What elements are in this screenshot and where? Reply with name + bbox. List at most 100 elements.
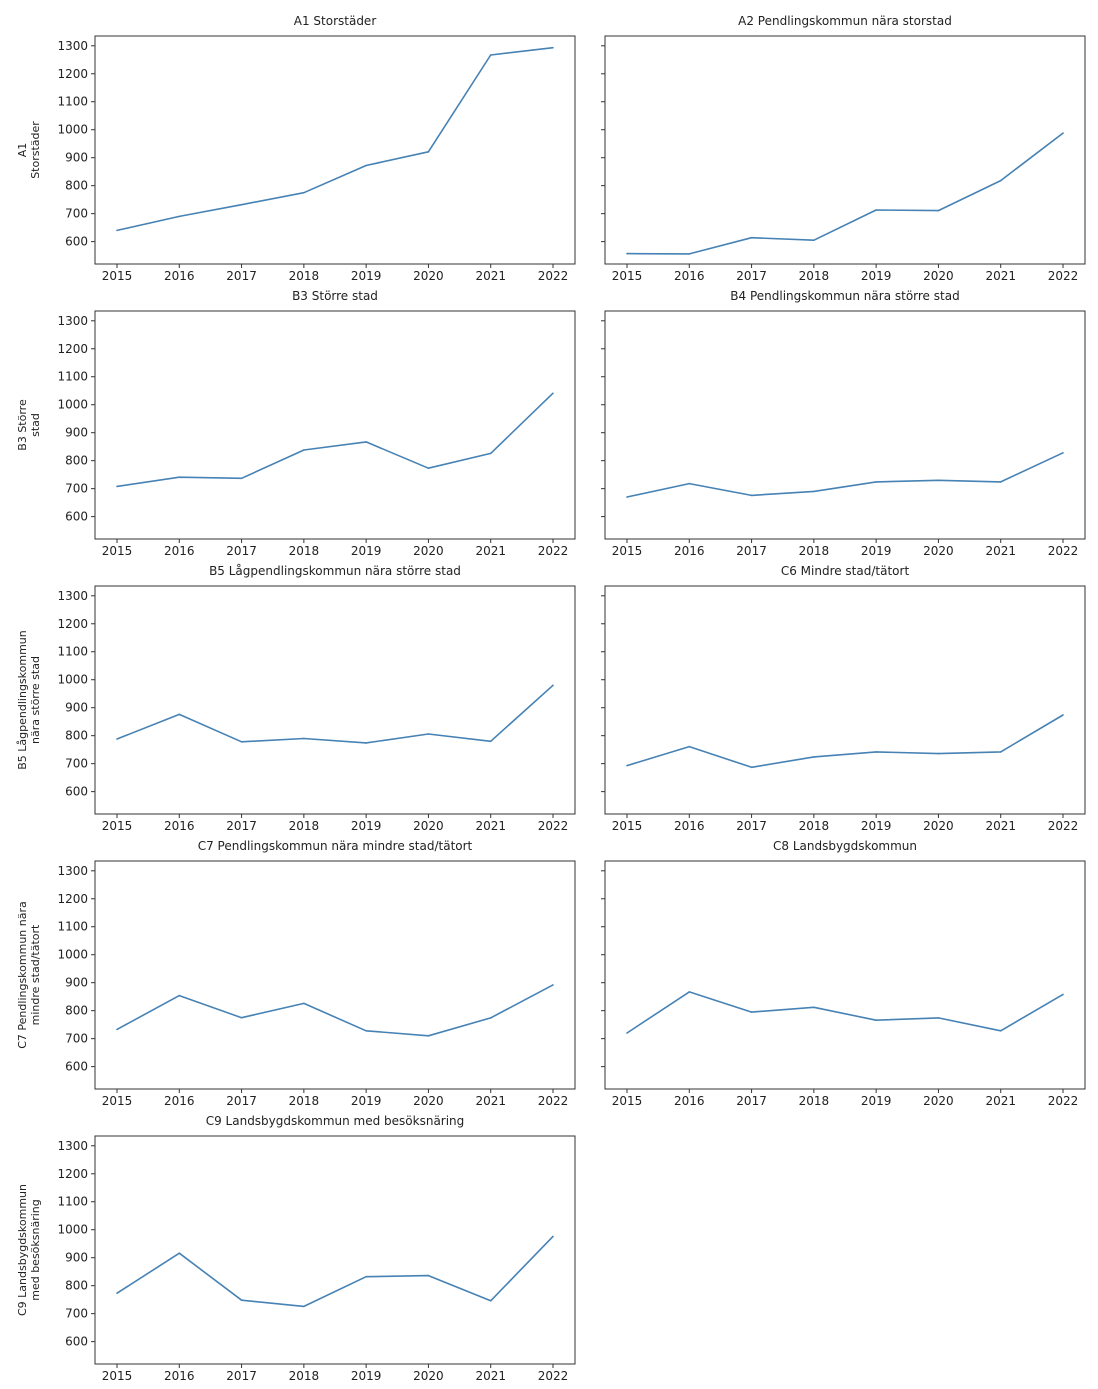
x-tick-label: 2019 [861,1094,892,1108]
data-point [688,745,691,748]
data-point [365,1275,367,1278]
panel-5: B5 Lågpendlingskommun nära större stad B5… [16,564,576,833]
y-tick-label: 900 [65,976,88,990]
data-point [240,1016,243,1019]
y-tick-label: 1300 [57,39,88,53]
x-tick-label: 2018 [289,1369,320,1383]
data-point [688,482,691,485]
x-tick-label: 2022 [538,269,569,283]
y-tick-label: 700 [65,757,88,771]
x-tick-label: 2021 [985,269,1016,283]
x-tick-label: 2016 [674,544,705,558]
x-tick-label: 2019 [351,544,382,558]
panel-title: C8 Landsbygdskommun [773,839,917,853]
data-point [240,203,243,206]
x-tick-label: 2022 [538,544,569,558]
data-point [178,476,181,478]
x-tick-label: 2016 [164,1369,195,1383]
panel-4: B4 Pendlingskommun nära större stad 2015 2… [601,289,1086,558]
data-point [688,253,691,255]
x-tick-label: 2018 [799,544,830,558]
x-tick-label: 2020 [923,1094,954,1108]
y-tick-label: 1300 [57,314,88,328]
x-tick-label: 2017 [226,819,257,833]
data-point [427,1274,430,1277]
x-tick-label: 2017 [226,1369,257,1383]
y-axis-label: C7 Pendlingskommun näramindre stad/tätor… [16,901,42,1049]
x-tick-label: 2020 [923,819,954,833]
axes-frame [94,585,576,815]
x-tick-label: 2015 [102,544,133,558]
series-line [626,132,1064,255]
panel-title: B4 Pendlingskommun nära större stad [730,289,959,303]
x-tick-label: 2015 [612,544,643,558]
data-point [813,1006,815,1009]
x-tick-label: 2021 [475,544,506,558]
data-point [552,1235,554,1238]
panel-3: B3 Större stad B3 Störrestad 600 700 800 900 1… [16,289,576,558]
data-point [999,481,1002,483]
data-point [813,239,815,242]
data-point [240,1299,243,1302]
y-tick-label: 600 [65,235,88,249]
x-tick-label: 2019 [351,1369,382,1383]
y-tick-label: 800 [65,179,88,193]
panel-title: C9 Landsbygdskommun med besöksnäring [206,1114,465,1128]
panel-title: A2 Pendlingskommun nära storstad [738,14,952,28]
panel-8: C8 Landsbygdskommun 2015 2016 2017 2018 2019 2… [601,839,1086,1108]
panel-1: A1 Storstäder A1Storstäder 600 700 800 900 100… [16,14,576,283]
panel-title: B3 Större stad [292,289,378,303]
y-tick-label: 1100 [57,1195,88,1209]
x-tick-label: 2021 [475,1094,506,1108]
axes-frame [94,1135,576,1365]
data-point [626,496,628,498]
y-tick-label: 1000 [57,123,88,137]
panel-title: B5 Lågpendlingskommun nära större stad [209,564,461,578]
x-tick-label: 2020 [413,1094,444,1108]
y-tick-label: 1100 [57,370,88,384]
x-tick-label: 2021 [475,1369,506,1383]
data-point [1062,714,1064,716]
y-tick-label: 1000 [57,948,88,962]
data-point [750,766,753,769]
x-tick-label: 2015 [612,269,643,283]
y-tick-label: 1000 [57,398,88,412]
y-tick-label: 800 [65,729,88,743]
x-tick-label: 2016 [164,1094,195,1108]
y-axis-label: B3 Störrestad [16,399,42,451]
data-point [303,191,305,194]
x-tick-label: 2017 [226,544,257,558]
y-tick-label: 600 [65,785,88,799]
data-point [937,1017,940,1019]
x-tick-label: 2019 [861,544,892,558]
y-tick-label: 900 [65,701,88,715]
y-tick-label: 800 [65,1004,88,1018]
data-point [489,54,492,56]
panel-title: C7 Pendlingskommun nära mindre stad/täto… [198,839,473,853]
x-tick-label: 2022 [538,1094,569,1108]
data-point [750,236,753,239]
data-point [427,1035,430,1037]
y-tick-label: 1000 [57,1223,88,1237]
y-tick-label: 1200 [57,1167,88,1181]
x-tick-label: 2016 [674,269,705,283]
x-tick-label: 2017 [226,269,257,283]
x-tick-label: 2019 [861,819,892,833]
y-tick-label: 600 [65,1335,88,1349]
data-point [552,392,554,395]
x-tick-label: 2017 [736,544,767,558]
data-point [427,467,430,470]
data-point [813,756,815,758]
data-point [875,481,877,483]
data-point [552,684,554,687]
series-line [116,1235,554,1308]
x-tick-label: 2022 [1048,269,1079,283]
data-point [303,1305,305,1308]
data-point [178,215,181,218]
x-tick-label: 2021 [475,269,506,283]
x-tick-label: 2019 [351,269,382,283]
x-tick-label: 2021 [475,819,506,833]
data-point [489,1299,492,1302]
x-tick-label: 2019 [861,269,892,283]
